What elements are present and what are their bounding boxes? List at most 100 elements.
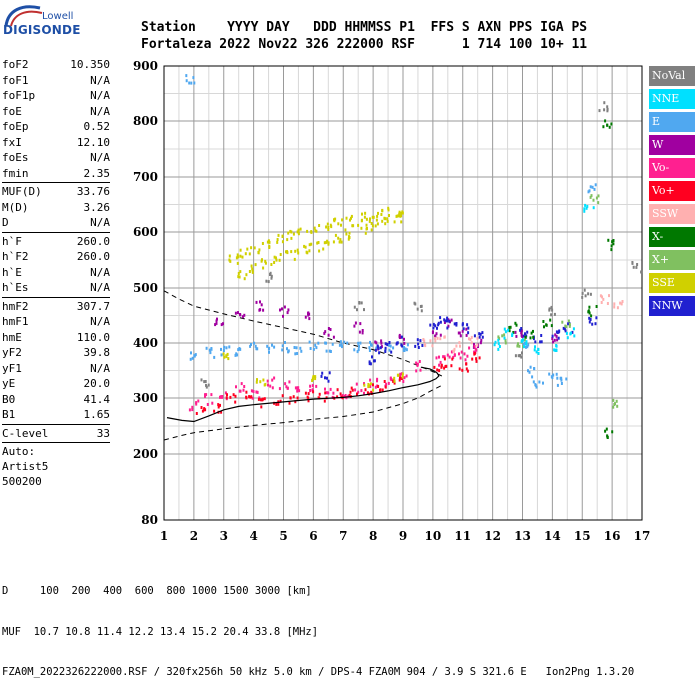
echo-point xyxy=(459,334,462,338)
echo-point xyxy=(312,390,315,394)
echo-point xyxy=(325,225,328,229)
param-row: B1 1.65 xyxy=(2,407,110,423)
echo-point xyxy=(369,378,372,382)
echo-point xyxy=(434,324,437,328)
echo-point xyxy=(415,361,418,365)
echo-point xyxy=(514,354,517,358)
echo-point xyxy=(526,345,529,349)
param-value: 260.0 xyxy=(76,250,110,263)
echo-point xyxy=(416,338,419,342)
echo-point xyxy=(463,352,466,356)
echo-point xyxy=(275,258,278,262)
echo-point xyxy=(380,339,383,343)
echo-point xyxy=(364,388,367,392)
echo-point xyxy=(458,367,461,371)
echo-point xyxy=(331,342,334,346)
echo-point xyxy=(368,362,371,366)
echo-point xyxy=(604,429,607,433)
echo-point xyxy=(419,339,422,343)
y-tick-label: 500 xyxy=(133,281,158,295)
echo-point xyxy=(469,338,472,341)
param-value: 33 xyxy=(96,426,110,440)
echo-point xyxy=(285,385,288,389)
echo-point xyxy=(518,344,521,348)
echo-point xyxy=(522,334,525,338)
echo-point xyxy=(416,307,419,311)
echo-point xyxy=(369,385,372,388)
echo-point xyxy=(421,344,424,347)
echo-point xyxy=(234,353,237,357)
echo-point xyxy=(594,183,597,187)
echo-point xyxy=(389,344,392,348)
echo-point xyxy=(292,395,295,399)
echo-point xyxy=(339,340,342,344)
echo-point xyxy=(564,324,567,328)
echo-point xyxy=(378,351,381,355)
echo-point xyxy=(220,323,223,327)
param-value: 20.0 xyxy=(83,377,111,390)
echo-point xyxy=(234,394,237,398)
echo-point xyxy=(307,311,310,315)
echo-point xyxy=(534,340,537,344)
echo-point xyxy=(284,382,287,386)
echo-point xyxy=(438,355,440,359)
param-label: foF2 xyxy=(2,58,29,71)
echo-point xyxy=(548,372,551,376)
echo-point xyxy=(329,328,332,331)
param-label: M(D) xyxy=(2,200,29,214)
echo-point xyxy=(543,325,545,329)
echo-point xyxy=(564,329,567,333)
echo-point xyxy=(522,342,525,346)
echo-point xyxy=(443,366,446,370)
echo-point xyxy=(539,340,542,344)
echo-point xyxy=(360,226,363,230)
echo-point xyxy=(286,238,289,242)
echo-point xyxy=(390,378,393,382)
echo-point xyxy=(381,388,384,392)
echo-point xyxy=(286,347,288,351)
echo-point xyxy=(324,391,327,395)
echo-point xyxy=(532,335,535,339)
echo-point xyxy=(560,382,563,385)
echo-point xyxy=(188,81,191,85)
echo-point xyxy=(479,332,482,336)
echo-point xyxy=(398,378,401,382)
echo-point xyxy=(455,323,458,327)
echo-point xyxy=(358,344,360,348)
echo-point xyxy=(253,246,256,250)
param-value: 110.0 xyxy=(76,330,110,344)
echo-point xyxy=(324,330,327,334)
echo-point xyxy=(465,367,468,371)
echo-point xyxy=(349,218,351,222)
echo-point xyxy=(215,321,218,325)
echo-point xyxy=(610,122,613,126)
echo-point xyxy=(459,344,461,348)
echo-point xyxy=(259,300,261,304)
param-value: 3.26 xyxy=(83,200,111,214)
echo-point xyxy=(213,355,216,359)
echo-point xyxy=(390,350,393,354)
echo-point xyxy=(517,354,520,358)
echo-point xyxy=(239,313,241,316)
echo-point xyxy=(519,328,522,332)
echo-point xyxy=(267,280,270,284)
echo-point xyxy=(434,334,437,338)
echo-point xyxy=(438,363,441,367)
echo-point xyxy=(376,214,379,218)
echo-point xyxy=(296,248,299,252)
echo-point xyxy=(190,351,192,355)
echo-point xyxy=(242,388,245,392)
echo-point xyxy=(200,378,203,382)
echo-point xyxy=(387,208,390,212)
echo-point xyxy=(210,347,213,351)
echo-point xyxy=(565,325,568,329)
echo-point xyxy=(437,323,440,327)
echo-point xyxy=(551,376,554,380)
echo-point xyxy=(360,389,363,393)
echo-point xyxy=(570,331,572,335)
param-value: 1.65 xyxy=(83,408,111,421)
echo-point xyxy=(389,376,392,380)
echo-point xyxy=(516,344,519,348)
echo-point xyxy=(532,380,535,384)
param-label: B1 xyxy=(2,408,16,421)
